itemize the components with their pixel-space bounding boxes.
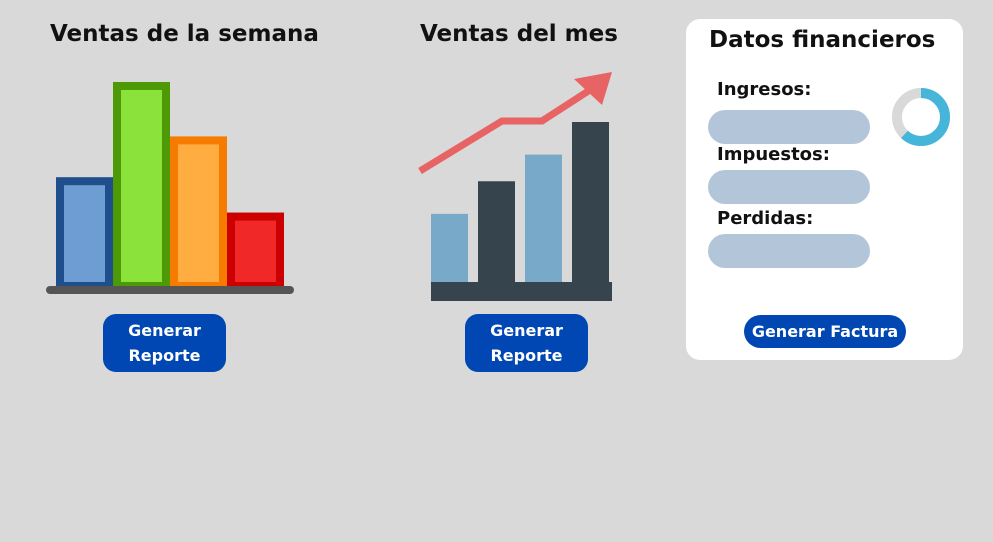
monthly-bar — [525, 154, 562, 282]
weekly-bar — [113, 82, 170, 290]
monthly-sales-title: Ventas del mes — [420, 21, 618, 47]
perdidas-input[interactable] — [708, 234, 870, 268]
generate-invoice-button[interactable]: Generar Factura — [744, 315, 906, 348]
weekly-bar — [56, 177, 113, 290]
trend-line — [418, 85, 595, 174]
up-trend-arrow-icon — [574, 72, 612, 105]
monthly-trend-chart-icon — [418, 72, 612, 301]
ingresos-label: Ingresos: — [717, 79, 812, 100]
donut-progress-arc — [892, 88, 950, 146]
monthly-report-button-label-line2: Reporte — [490, 346, 563, 365]
monthly-bar — [478, 181, 515, 282]
impuestos-label: Impuestos: — [717, 144, 830, 165]
perdidas-label: Perdidas: — [717, 208, 814, 229]
weekly-sales-title: Ventas de la semana — [50, 21, 319, 47]
monthly-report-button-label-line1: Generar — [490, 321, 563, 340]
weekly-bar — [227, 212, 284, 290]
weekly-report-button-label-line1: Generar — [128, 321, 201, 340]
impuestos-input[interactable] — [708, 170, 870, 204]
weekly-report-button-label-line2: Reporte — [128, 346, 201, 365]
monthly-chart-baseline — [431, 282, 612, 301]
monthly-bar — [431, 213, 468, 282]
financial-data-panel: Datos financieros Ingresos: Impuestos: P… — [686, 19, 963, 360]
donut-progress-icon — [892, 88, 950, 146]
ingresos-input[interactable] — [708, 110, 870, 144]
weekly-generate-report-button[interactable]: Generar Reporte — [103, 314, 226, 372]
weekly-bar-chart-icon — [46, 82, 294, 294]
weekly-bar — [170, 136, 227, 291]
financial-data-title: Datos financieros — [709, 27, 936, 53]
monthly-bar — [572, 122, 609, 282]
monthly-generate-report-button[interactable]: Generar Reporte — [465, 314, 588, 372]
